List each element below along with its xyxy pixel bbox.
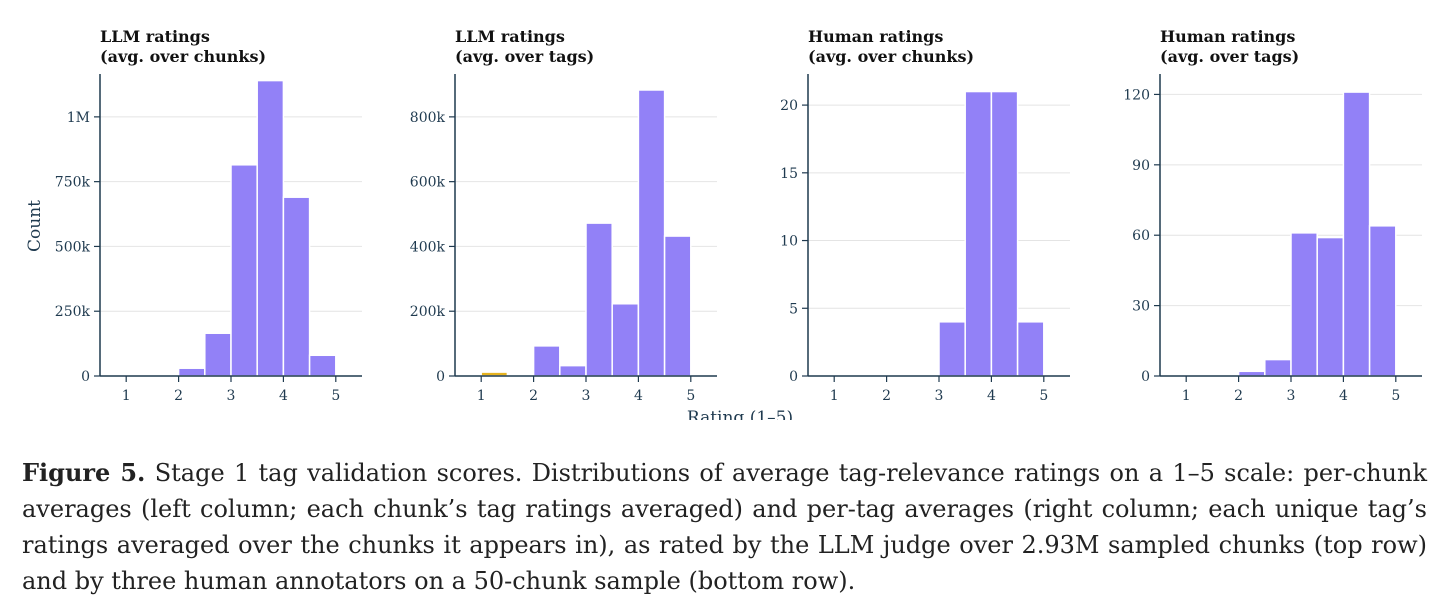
panel-title-line: Human ratings [808, 27, 943, 46]
figure-histograms: Count Rating (1–5) LLM ratings(avg. over… [25, 27, 1422, 420]
y-tick-label: 20 [780, 98, 798, 114]
panel-title-line: LLM ratings [100, 27, 210, 46]
x-tick-label: 1 [477, 388, 486, 404]
histogram-bar [1316, 236, 1345, 377]
x-tick-label: 5 [686, 388, 695, 404]
histogram-panel-2: LLM ratings(avg. over tags) 0 200k 400k 600k… [410, 27, 717, 404]
histogram-bar [1368, 225, 1397, 377]
x-tick-label: 2 [1234, 388, 1243, 404]
x-tick-label: 5 [1039, 388, 1048, 404]
y-tick-label: 120 [1123, 87, 1150, 103]
figure-caption: Figure 5. Stage 1 tag validation scores.… [22, 455, 1427, 599]
x-tick-label: 4 [279, 388, 288, 404]
histogram-bar [1264, 358, 1292, 377]
y-tick-label: 0 [436, 369, 445, 385]
histogram-bar [204, 332, 232, 377]
caption-text: Stage 1 tag validation scores. Distribut… [22, 459, 1427, 595]
x-tick-label: 5 [331, 388, 340, 404]
x-tick-label: 5 [1391, 388, 1400, 404]
y-tick-label: 0 [81, 369, 90, 385]
y-axis-title: Count [25, 200, 45, 252]
panel-title-line: (avg. over chunks) [100, 47, 266, 66]
panel-title-line: (avg. over chunks) [808, 47, 974, 66]
panel-title-line: (avg. over tags) [1160, 47, 1299, 66]
histogram-panel-1: LLM ratings(avg. over chunks) 0 250k 500k 75… [55, 27, 362, 404]
y-tick-label: 1M [67, 110, 90, 126]
x-tick-label: 3 [582, 388, 591, 404]
y-tick-label: 15 [780, 166, 798, 182]
x-tick-label: 2 [529, 388, 538, 404]
panel-title-line: Human ratings [1160, 27, 1295, 46]
histogram-bar [585, 222, 613, 377]
panel-title-line: LLM ratings [455, 27, 565, 46]
panel-title-line: (avg. over tags) [455, 47, 594, 66]
y-tick-label: 600k [410, 175, 446, 191]
y-tick-label: 400k [410, 239, 446, 255]
histogram-bar [1016, 321, 1045, 377]
x-tick-label: 3 [1287, 388, 1296, 404]
y-tick-label: 10 [780, 234, 798, 250]
histogram-bar [308, 354, 337, 377]
histogram-bar [938, 321, 966, 377]
x-tick-label: 2 [174, 388, 183, 404]
histogram-bar [663, 235, 692, 377]
histogram-bar [1290, 232, 1318, 377]
histogram-bar [611, 303, 640, 377]
histogram-bar [990, 90, 1019, 377]
x-tick-label: 1 [1182, 388, 1191, 404]
histogram-panel-4: Human ratings(avg. over tags) 0 30 60 90 120 1… [1123, 27, 1422, 404]
x-tick-label: 1 [122, 388, 131, 404]
y-tick-label: 200k [410, 304, 446, 320]
y-tick-label: 60 [1132, 228, 1150, 244]
histogram-bar [964, 90, 993, 377]
caption-label: Figure 5. [22, 458, 146, 487]
x-tick-label: 3 [227, 388, 236, 404]
y-tick-label: 500k [55, 239, 91, 255]
histogram-panel-3: Human ratings(avg. over chunks)051015201… [780, 27, 1070, 404]
y-tick-label: 30 [1132, 299, 1150, 315]
histogram-bar [177, 367, 206, 377]
x-tick-label: 1 [830, 388, 839, 404]
x-tick-label: 2 [882, 388, 891, 404]
histogram-bar [1342, 91, 1371, 377]
y-tick-label: 5 [789, 301, 798, 317]
x-tick-label: 4 [634, 388, 643, 404]
histogram-bar [532, 345, 561, 377]
y-tick-label: 250k [55, 304, 91, 320]
x-axis-title: Rating (1–5) [687, 408, 793, 420]
histogram-bar [256, 79, 285, 377]
y-tick-label: 750k [55, 175, 91, 191]
x-tick-label: 4 [987, 388, 996, 404]
y-tick-label: 0 [1141, 369, 1150, 385]
histogram-bar [230, 164, 258, 377]
y-tick-label: 90 [1132, 158, 1150, 174]
x-tick-label: 4 [1339, 388, 1348, 404]
y-tick-label: 0 [789, 369, 798, 385]
histogram-bar [637, 89, 666, 377]
x-tick-label: 3 [935, 388, 944, 404]
histogram-bar [559, 364, 587, 377]
y-tick-label: 800k [410, 110, 446, 126]
histogram-bar [282, 196, 311, 377]
